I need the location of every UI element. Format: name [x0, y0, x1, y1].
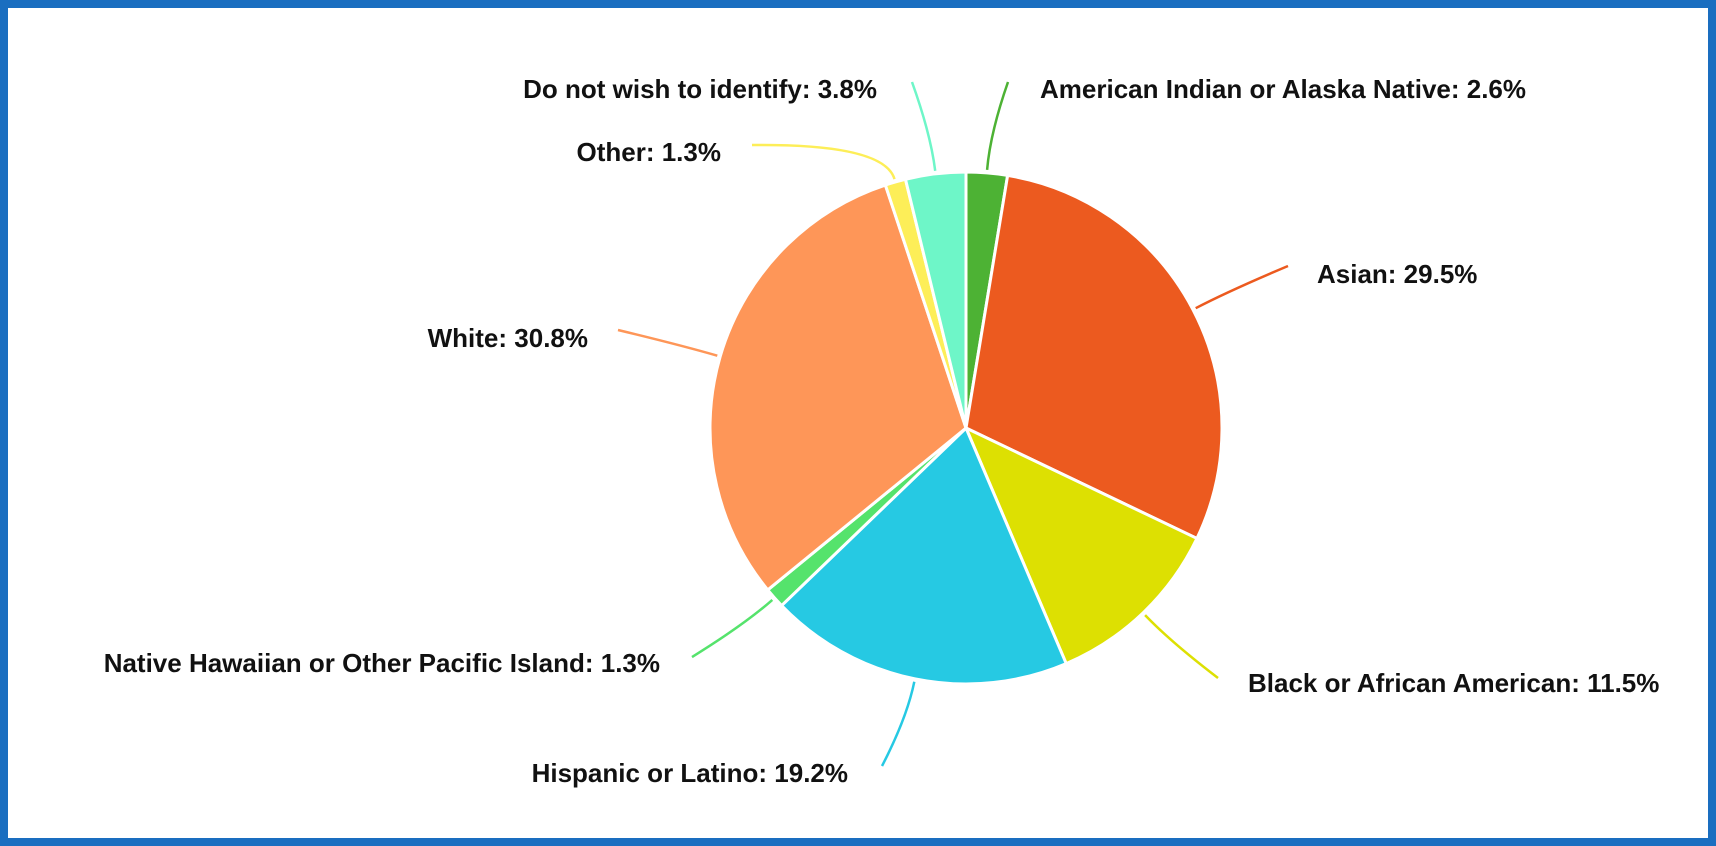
leader-line-other: [751, 143, 896, 180]
leader-line-white: [617, 328, 718, 357]
data-label-do-not-wish-to-identify: Do not wish to identify: 3.8%: [523, 74, 877, 104]
pie-slice-asian[interactable]: [964, 173, 1224, 540]
leader-line-native-hawaiian-or-other-pacific-island: [691, 598, 774, 659]
pie-slice-white[interactable]: [708, 183, 968, 592]
data-label-other: Other: 1.3%: [577, 137, 722, 167]
data-label-white: White: 30.8%: [428, 323, 588, 353]
data-label-american-indian-or-alaska-native: American Indian or Alaska Native: 2.6%: [1040, 74, 1526, 104]
slices-layer: [708, 170, 1224, 686]
data-label-asian: Asian: 29.5%: [1317, 259, 1477, 289]
data-label-hispanic-or-latino: Hispanic or Latino: 19.2%: [532, 758, 848, 788]
pie-slice-hispanic-or-latino[interactable]: [780, 426, 1068, 686]
data-label-native-hawaiian-or-other-pacific-island: Native Hawaiian or Other Pacific Island:…: [104, 648, 660, 678]
leader-lines-layer: [617, 81, 1289, 767]
data-label-black-or-african-american: Black or African American: 11.5%: [1248, 668, 1659, 698]
leader-line-black-or-african-american: [1144, 614, 1219, 679]
leader-line-hispanic-or-latino: [880, 681, 916, 767]
leader-line-american-indian-or-alaska-native: [985, 81, 1010, 171]
leader-line-asian: [1195, 264, 1289, 310]
pie-slice-black-or-african-american[interactable]: [964, 426, 1199, 666]
leader-line-do-not-wish-to-identify: [910, 81, 937, 171]
data-labels-layer: American Indian or Alaska Native: 2.6% As…: [104, 74, 1660, 788]
pie-slice-do-not-wish-to-identify[interactable]: [903, 170, 968, 430]
